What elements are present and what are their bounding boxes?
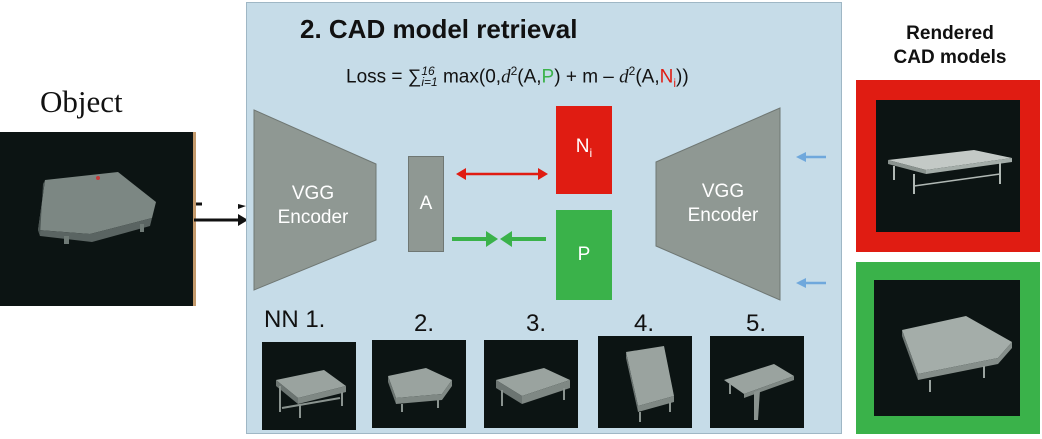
sum-sub: i=1: [421, 75, 438, 90]
positive-render: [874, 280, 1020, 416]
positive-converging-arrows: [452, 231, 546, 247]
loss-an: (A,: [635, 66, 660, 88]
loss-max: max(0,: [437, 66, 502, 88]
object-table-render: [38, 172, 156, 244]
nn-thumb-2: [372, 340, 466, 428]
negative-box: [556, 106, 612, 194]
nn-render-1: [276, 370, 346, 418]
rendered-title-line2: CAD models: [893, 47, 1007, 68]
sum-sup: 16: [421, 64, 435, 79]
loss-prefix: Loss =: [346, 66, 408, 88]
negative-double-arrow: [456, 168, 548, 180]
nn-label-5: 5.: [746, 310, 767, 337]
nn-render-4: [626, 346, 674, 422]
left-encoder-label: VGG Encoder: [277, 183, 349, 228]
loss-ap: (A,: [517, 66, 542, 88]
object-label: Object: [40, 84, 123, 119]
loss-p: P: [541, 66, 555, 88]
right-encoder-shape: [655, 107, 781, 301]
negative-table-render: [888, 150, 1012, 194]
positive-box: [556, 210, 612, 300]
nn-label-4: 4.: [634, 310, 655, 337]
input-arrow: [194, 202, 248, 226]
nn-thumb-4: [598, 336, 692, 428]
loss-mid: ) + m –: [554, 66, 620, 88]
right-encoder-label: VGG Encoder: [687, 181, 759, 226]
negative-render: [876, 100, 1020, 232]
loss-d1: d: [501, 66, 511, 88]
nn-render-5: [724, 364, 794, 420]
loss-sq2: 2: [628, 64, 636, 78]
object-image: [0, 132, 196, 306]
positive-table-render: [902, 316, 1012, 392]
nn-thumb-3: [484, 340, 578, 428]
loss-formula: Loss = ∑16 i=1 max(0,d2(A,P) + m – d2(A,N…: [346, 64, 689, 90]
rendered-input-arrow-bottom: [796, 278, 826, 288]
loss-d2: d: [619, 66, 629, 88]
negative-label: Ni: [575, 136, 593, 160]
nn-label-1: NN 1.: [264, 306, 326, 333]
nn-thumb-5: [710, 336, 804, 428]
loss-n-sub: i: [673, 76, 677, 91]
rendered-input-arrow-top: [796, 152, 826, 162]
anchor-label: A: [419, 193, 433, 214]
loss-sq1: 2: [510, 64, 518, 78]
left-encoder-shape: [253, 109, 377, 291]
panel-title: 2. CAD model retrieval: [300, 14, 578, 44]
loss-end: )): [676, 66, 689, 88]
nn-render-2: [388, 368, 452, 412]
rendered-cad-title: Rendered CAD models: [870, 22, 1030, 70]
rendered-title-line1: Rendered: [906, 23, 994, 44]
nn-label-3: 3.: [526, 310, 547, 337]
anchor-box: [408, 156, 444, 252]
loss-n: N: [659, 66, 674, 88]
sum-symbol: ∑: [407, 66, 422, 88]
nn-render-3: [496, 368, 570, 406]
nn-thumb-1: [262, 342, 356, 430]
nn-label-2: 2.: [414, 310, 435, 337]
positive-label: P: [577, 244, 591, 265]
